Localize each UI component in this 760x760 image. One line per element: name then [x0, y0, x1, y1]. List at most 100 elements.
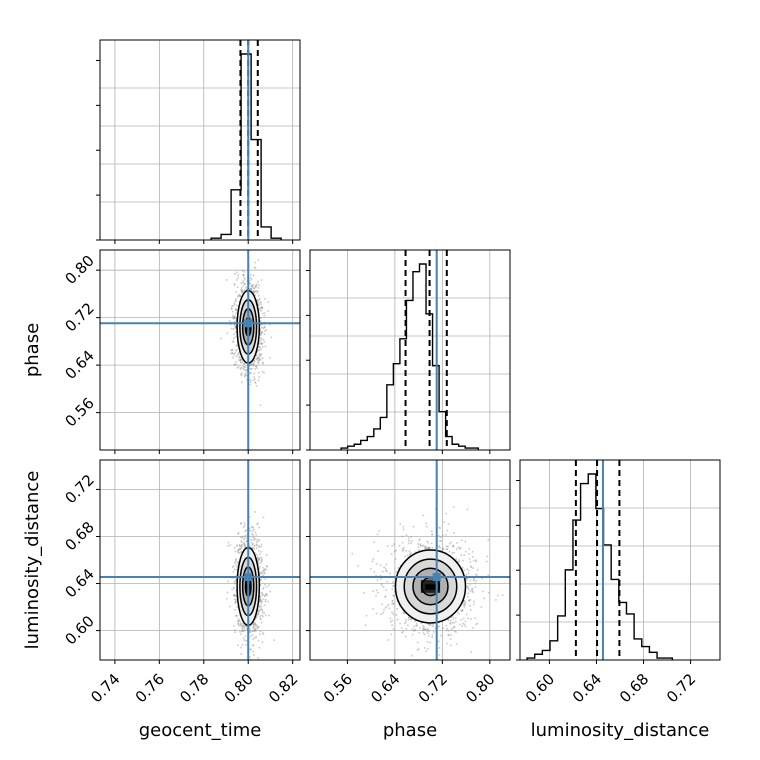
sample-point: [447, 618, 449, 621]
sample-point: [254, 630, 257, 632]
sample-point: [243, 537, 246, 539]
sample-point: [443, 521, 446, 523]
sample-point: [236, 286, 239, 288]
sample-point: [428, 624, 431, 626]
sample-point: [408, 616, 410, 619]
sample-point: [240, 366, 242, 369]
panel-frame: [99, 459, 301, 661]
panel-frame: [99, 39, 301, 241]
sample-point: [408, 555, 411, 558]
hist-panel-geocent_time: [96, 39, 301, 244]
sample-point: [426, 525, 428, 528]
sample-point: [239, 360, 242, 363]
sample-point: [458, 561, 460, 563]
sample-point: [445, 624, 448, 627]
sample-point: [252, 292, 255, 294]
sample-point: [382, 570, 384, 573]
sample-point: [426, 641, 429, 643]
sample-point: [258, 545, 260, 547]
sample-point: [464, 625, 467, 628]
sample-point: [483, 597, 485, 600]
sample-point: [373, 571, 376, 573]
sample-point: [236, 620, 239, 622]
sample-point: [262, 633, 265, 635]
sample-point: [264, 594, 266, 597]
sample-point: [256, 523, 258, 526]
hist-panel-phase: [306, 249, 511, 454]
sample-point: [442, 547, 445, 550]
sample-point: [259, 333, 262, 336]
sample-point: [249, 372, 252, 375]
sample-point: [258, 646, 261, 649]
sample-point: [237, 549, 240, 551]
sample-point: [257, 522, 259, 524]
sample-point: [240, 653, 242, 655]
sample-point: [245, 540, 248, 543]
sample-point: [251, 533, 254, 536]
sample-point: [248, 364, 251, 367]
sample-point: [375, 594, 377, 597]
sample-point: [416, 623, 418, 625]
sample-point: [249, 631, 251, 634]
sample-point: [422, 632, 425, 634]
sample-point: [381, 603, 383, 606]
sample-point: [261, 326, 263, 329]
sample-point: [445, 548, 448, 551]
sample-point: [265, 565, 268, 567]
sample-point: [241, 291, 243, 293]
sample-point: [250, 363, 253, 365]
sample-point: [260, 317, 262, 320]
sample-point: [257, 290, 259, 293]
sample-point: [260, 618, 262, 621]
sample-point: [386, 605, 388, 608]
sample-point: [248, 363, 251, 365]
sample-point: [246, 540, 248, 543]
sample-point: [261, 357, 264, 360]
sample-point: [384, 570, 387, 572]
sample-point: [257, 287, 260, 289]
sample-point: [244, 278, 246, 281]
x-axis-label-phase: phase: [383, 720, 437, 741]
sample-point: [233, 364, 236, 366]
sample-point: [241, 290, 244, 293]
sample-point: [239, 548, 241, 551]
sample-point: [422, 514, 425, 517]
sample-point: [474, 617, 476, 619]
histogram-geocent_time: [210, 53, 282, 240]
sample-point: [254, 629, 257, 631]
sample-point: [240, 546, 243, 549]
sample-point: [252, 627, 254, 629]
sample-point: [260, 605, 263, 608]
sample-point: [263, 326, 266, 329]
sample-point: [238, 300, 241, 303]
sample-point: [252, 379, 255, 382]
sample-point: [236, 308, 238, 311]
sample-point: [255, 541, 258, 543]
sample-point: [252, 621, 255, 624]
sample-point: [248, 527, 251, 530]
sample-point: [233, 337, 235, 339]
sample-point: [437, 640, 440, 643]
sample-point: [249, 372, 252, 374]
sample-point: [258, 346, 260, 349]
sample-point: [259, 571, 262, 574]
sample-point: [253, 544, 256, 547]
sample-point: [401, 550, 404, 552]
sample-point: [244, 369, 247, 371]
sample-point: [428, 630, 430, 633]
sample-point: [438, 546, 440, 548]
sample-point: [265, 614, 267, 617]
sample-point: [259, 596, 261, 598]
sample-point: [242, 274, 245, 277]
sample-point: [464, 601, 467, 604]
sample-point: [260, 303, 262, 306]
sample-point: [259, 301, 262, 304]
sample-point: [240, 551, 242, 554]
y-axis-label-luminosity_distance: luminosity_distance: [22, 471, 43, 650]
sample-point: [407, 618, 410, 621]
sample-point: [239, 623, 242, 626]
sample-point: [409, 554, 412, 556]
sample-point: [256, 544, 258, 547]
x-tick-label: 0.80: [462, 670, 498, 706]
sample-point: [249, 648, 251, 651]
